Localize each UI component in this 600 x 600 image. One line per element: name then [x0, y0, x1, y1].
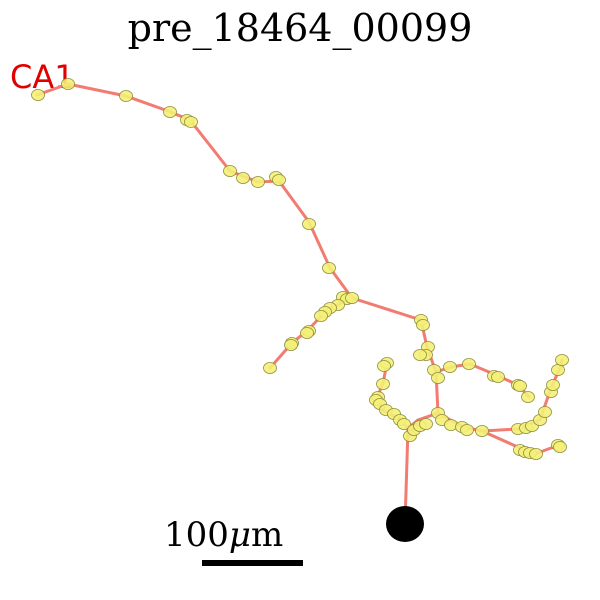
synapse-marker — [302, 218, 316, 230]
synapse-marker — [223, 165, 237, 177]
synapse-marker — [553, 441, 567, 453]
synapse-marker — [397, 418, 411, 430]
synapse-marker — [61, 78, 75, 90]
synapse-marker — [322, 262, 336, 274]
synapse-markers — [31, 78, 569, 460]
neurite-paths — [35, 82, 564, 526]
synapse-marker — [491, 371, 505, 383]
synapse-marker — [551, 364, 565, 376]
figure-title: pre_18464_00099 — [127, 6, 473, 50]
synapse-marker — [431, 372, 445, 384]
region-label: CA1 — [10, 58, 75, 96]
synapse-marker — [538, 406, 552, 418]
synapse-marker — [251, 176, 265, 188]
synapse-marker — [555, 354, 569, 366]
neurite-branch — [35, 82, 440, 526]
scale-bar-label: 100μm — [164, 515, 284, 555]
synapse-marker — [419, 418, 433, 430]
synapse-marker — [31, 89, 45, 101]
synapse-marker — [521, 391, 535, 403]
synapse-marker — [119, 90, 133, 102]
synapse-marker — [284, 339, 298, 351]
synapse-marker — [546, 379, 560, 391]
synapse-marker — [416, 319, 430, 331]
synapse-marker — [236, 172, 250, 184]
synapse-marker — [345, 292, 359, 304]
synapse-marker — [529, 448, 543, 460]
synapse-marker — [376, 378, 390, 390]
synapse-marker — [462, 358, 476, 370]
synapse-marker — [163, 106, 177, 118]
synapse-marker — [300, 327, 314, 339]
synapse-marker — [413, 349, 427, 361]
synapse-marker — [314, 310, 328, 322]
synapse-marker — [475, 425, 489, 437]
synapse-marker — [272, 174, 286, 186]
soma — [386, 506, 424, 542]
synapse-marker — [263, 362, 277, 374]
synapse-marker — [513, 380, 527, 392]
synapse-marker — [184, 116, 198, 128]
synapse-marker — [460, 424, 474, 436]
synapse-marker — [443, 361, 457, 373]
synapse-marker — [377, 360, 391, 372]
